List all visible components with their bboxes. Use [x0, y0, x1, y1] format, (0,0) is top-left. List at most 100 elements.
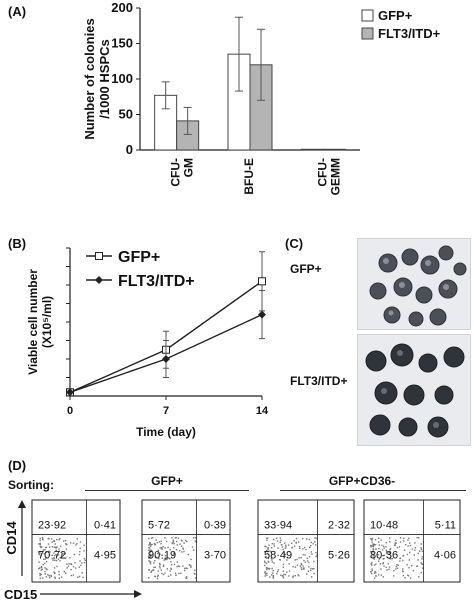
flow-event: [184, 567, 186, 570]
flow-event: [50, 575, 52, 578]
flow-event: [298, 541, 300, 543]
flow-event: [191, 546, 194, 548]
flow-event: [171, 537, 173, 539]
flow-event: [54, 577, 57, 579]
flow-event: [302, 537, 304, 540]
flow-event: [382, 558, 384, 560]
flow-event: [50, 538, 53, 540]
flow-event: [389, 548, 391, 551]
flow-event: [389, 537, 391, 539]
flow-event: [183, 542, 185, 544]
flow-event: [407, 574, 409, 576]
flow-event: [397, 564, 399, 566]
flow-event: [310, 576, 313, 578]
flow-event: [313, 567, 315, 570]
flow-event: [266, 539, 268, 541]
flow-event: [66, 567, 68, 569]
flow-event: [276, 540, 279, 542]
flow-event: [265, 549, 268, 552]
flow-event: [78, 575, 81, 578]
flow-event: [39, 574, 41, 577]
flow-event: [414, 547, 417, 549]
flow-event: [81, 562, 83, 564]
flow-event: [388, 551, 390, 554]
flow-event: [304, 554, 306, 556]
flow-plot-frame: [31, 499, 121, 583]
flow-event: [284, 553, 286, 556]
flow-event: [75, 567, 77, 569]
flow-event: [395, 568, 397, 570]
flow-event: [399, 537, 402, 539]
flow-event: [271, 559, 273, 561]
legend-label: GFP+: [378, 8, 413, 23]
flow-event: [178, 550, 181, 552]
y-tick-label: 150: [111, 36, 133, 51]
flow-event: [175, 537, 177, 539]
flow-event: [148, 544, 150, 546]
flow-event: [58, 548, 60, 550]
flow-event: [59, 560, 61, 562]
flow-event: [185, 576, 188, 578]
flow-event: [173, 552, 175, 554]
flow-event: [38, 551, 41, 553]
flow-event: [77, 576, 79, 579]
viable-cell-line-chart: 0 7 14 Time (day) Viable cell number(X10⁵/ml…: [26, 247, 269, 439]
flow-event: [58, 550, 61, 552]
flow-event: [272, 577, 275, 579]
flow-event: [270, 554, 272, 556]
flow-event: [49, 551, 51, 553]
legend-swatch: [361, 27, 374, 40]
flow-event: [298, 545, 301, 548]
flow-event: [309, 546, 311, 549]
flow-event: [267, 567, 269, 570]
flow-event: [373, 558, 375, 560]
flow-event: [40, 546, 43, 548]
flow-event: [52, 559, 54, 561]
flow-event: [372, 545, 374, 548]
flow-event: [293, 545, 296, 547]
flow-event: [54, 576, 56, 578]
flow-event: [83, 561, 86, 564]
flow-event: [157, 570, 159, 572]
flow-event: [395, 542, 397, 544]
flow-event: [380, 568, 382, 570]
flow-event: [51, 546, 54, 548]
flow-event: [164, 558, 167, 561]
quadrant-lower-right: 4·06: [434, 549, 456, 561]
flow-event: [375, 575, 377, 577]
flow-event: [78, 553, 81, 556]
flow-event: [310, 551, 313, 553]
flow-event: [388, 568, 390, 571]
flow-event: [162, 565, 165, 568]
flow-event: [148, 547, 151, 549]
flow-event: [156, 541, 159, 544]
flow-event: [83, 544, 85, 547]
flow-event: [378, 548, 380, 550]
cd15-arrowhead: [134, 590, 142, 598]
flow-event: [56, 555, 58, 557]
flow-event: [393, 575, 395, 577]
flow-event: [276, 572, 278, 575]
flow-event: [311, 553, 313, 555]
flow-event: [194, 540, 196, 542]
flow-event: [414, 542, 416, 544]
flow-event: [45, 560, 48, 563]
flow-event: [306, 560, 309, 562]
flow-event: [416, 565, 418, 568]
flow-event: [70, 574, 72, 577]
flow-event: [313, 572, 315, 575]
flow-event: [303, 568, 305, 570]
flow-event: [375, 548, 377, 550]
flow-event: [149, 549, 152, 551]
flow-event: [403, 537, 405, 539]
flow-event: [270, 557, 273, 560]
flow-event: [264, 571, 266, 573]
flow-plot: 10·48 5·11 80·36 4·06: [363, 499, 461, 583]
quadrant-upper-right: 5·11: [435, 519, 456, 531]
flow-event: [172, 539, 174, 541]
flow-event: [53, 571, 55, 573]
flow-event: [284, 573, 287, 576]
flow-event: [159, 547, 161, 549]
flow-event: [372, 551, 374, 553]
flow-event: [270, 574, 273, 576]
